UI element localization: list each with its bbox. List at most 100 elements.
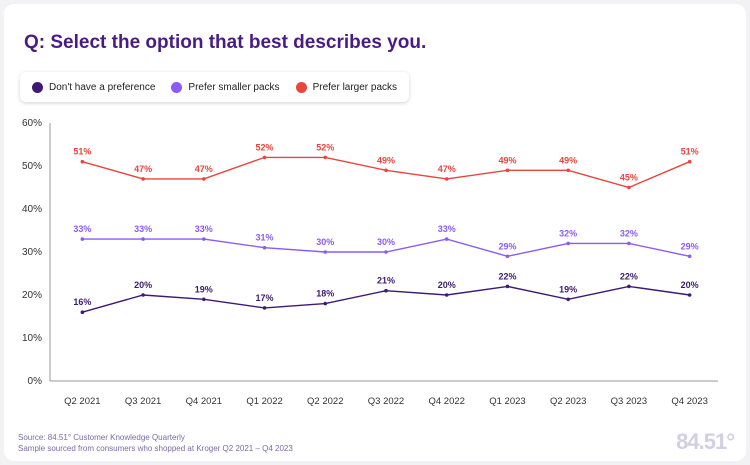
data-label-prefer-larger-packs-q4-2021: 47% (195, 164, 213, 174)
data-label-prefer-smaller-packs-q4-2021: 33% (195, 224, 213, 234)
data-point-don-t-have-a-preference-q1-2022 (262, 306, 267, 310)
data-point-prefer-smaller-packs-q3-2023 (627, 241, 631, 246)
data-label-prefer-smaller-packs-q4-2022: 33% (438, 224, 456, 234)
legend: Don't have a preference Prefer smaller p… (20, 72, 410, 102)
x-tick-label-q4-2022: Q4 2022 (429, 396, 465, 407)
legend-label-no-preference: Don't have a preference (49, 81, 156, 93)
data-point-prefer-larger-packs-q3-2021 (141, 177, 145, 181)
y-tick-label-0: 0% (28, 376, 43, 387)
data-point-prefer-larger-packs-q3-2023 (627, 185, 631, 190)
legend-label-smaller-packs: Prefer smaller packs (188, 81, 280, 93)
data-label-don-t-have-a-preference-q2-2021: 16% (73, 297, 91, 307)
data-label-prefer-smaller-packs-q3-2021: 33% (134, 224, 152, 234)
data-label-prefer-larger-packs-q2-2022: 52% (316, 142, 334, 152)
data-point-don-t-have-a-preference-q4-2023 (687, 293, 692, 297)
legend-item-no-preference: Don't have a preference (32, 81, 156, 93)
legend-swatch-larger-packs (295, 81, 307, 93)
data-label-prefer-larger-packs-q2-2021: 51% (73, 147, 91, 157)
data-label-prefer-larger-packs-q4-2022: 47% (438, 164, 456, 174)
y-tick-label-40: 40% (22, 204, 42, 215)
data-point-prefer-smaller-packs-q4-2023 (687, 254, 692, 259)
data-label-prefer-smaller-packs-q2-2022: 30% (316, 237, 334, 247)
data-point-prefer-smaller-packs-q4-2021 (202, 237, 206, 241)
data-point-prefer-smaller-packs-q2-2021 (80, 237, 85, 241)
data-point-prefer-smaller-packs-q2-2023 (566, 241, 570, 246)
data-point-prefer-larger-packs-q1-2022 (262, 155, 267, 160)
data-point-prefer-smaller-packs-q3-2022 (384, 250, 388, 254)
sample-note: Sample sourced from consumers who shoppe… (18, 444, 293, 453)
data-point-prefer-larger-packs-q1-2023 (505, 168, 510, 173)
data-label-prefer-larger-packs-q1-2022: 52% (256, 142, 274, 152)
data-label-don-t-have-a-preference-q3-2023: 22% (620, 271, 638, 281)
x-tick-label-q1-2022: Q1 2022 (246, 396, 282, 407)
footnote: Source: 84.51° Customer Knowledge Quarte… (18, 432, 293, 454)
x-tick-label-q2-2022: Q2 2022 (307, 396, 343, 407)
data-point-prefer-larger-packs-q2-2023 (566, 168, 570, 173)
data-point-don-t-have-a-preference-q3-2023 (627, 284, 631, 289)
legend-item-smaller-packs: Prefer smaller packs (171, 81, 280, 93)
data-label-prefer-larger-packs-q4-2023: 51% (681, 147, 699, 157)
data-point-don-t-have-a-preference-q2-2023 (566, 297, 570, 302)
legend-item-larger-packs: Prefer larger packs (295, 81, 398, 93)
data-label-prefer-larger-packs-q3-2023: 45% (620, 173, 638, 183)
data-point-don-t-have-a-preference-q4-2021 (202, 297, 206, 302)
legend-label-larger-packs: Prefer larger packs (312, 81, 398, 93)
x-tick-label-q4-2021: Q4 2021 (186, 396, 222, 407)
data-point-don-t-have-a-preference-q3-2022 (384, 288, 388, 293)
y-tick-label-10: 10% (22, 333, 42, 344)
data-label-prefer-smaller-packs-q2-2023: 32% (559, 228, 577, 238)
data-label-don-t-have-a-preference-q1-2022: 17% (256, 293, 274, 303)
chart-title: Q: Select the option that best describes… (24, 32, 427, 53)
x-tick-label-q3-2022: Q3 2022 (368, 396, 404, 407)
data-point-don-t-have-a-preference-q2-2022 (323, 301, 328, 306)
data-point-prefer-smaller-packs-q3-2021 (141, 237, 145, 241)
data-point-don-t-have-a-preference-q3-2021 (141, 293, 145, 297)
data-label-prefer-smaller-packs-q3-2022: 30% (377, 237, 395, 247)
data-point-don-t-have-a-preference-q4-2022 (444, 293, 449, 297)
x-tick-label-q3-2021: Q3 2021 (125, 396, 161, 407)
data-point-prefer-smaller-packs-q1-2022 (262, 245, 267, 250)
data-label-don-t-have-a-preference-q3-2021: 20% (134, 280, 152, 290)
data-label-prefer-larger-packs-q3-2022: 49% (377, 155, 395, 165)
data-label-don-t-have-a-preference-q4-2023: 20% (681, 280, 699, 290)
data-label-don-t-have-a-preference-q4-2021: 19% (195, 284, 213, 294)
data-label-don-t-have-a-preference-q2-2023: 19% (559, 284, 577, 294)
x-tick-label-q2-2023: Q2 2023 (550, 396, 586, 407)
data-point-prefer-smaller-packs-q4-2022 (444, 237, 449, 241)
data-point-don-t-have-a-preference-q2-2021 (80, 310, 85, 315)
data-point-prefer-larger-packs-q2-2021 (80, 159, 85, 164)
data-point-prefer-larger-packs-q2-2022 (323, 155, 328, 160)
y-tick-label-20: 20% (22, 290, 42, 301)
x-tick-label-q4-2023: Q4 2023 (671, 396, 707, 407)
data-point-prefer-smaller-packs-q2-2022 (323, 250, 328, 254)
y-tick-label-30: 30% (22, 247, 42, 258)
data-label-prefer-larger-packs-q2-2023: 49% (559, 155, 577, 165)
data-label-don-t-have-a-preference-q4-2022: 20% (438, 280, 456, 290)
data-point-prefer-larger-packs-q3-2022 (384, 168, 388, 173)
data-label-don-t-have-a-preference-q3-2022: 21% (377, 276, 395, 286)
data-point-prefer-larger-packs-q4-2021 (202, 177, 206, 181)
data-point-prefer-smaller-packs-q1-2023 (505, 254, 510, 259)
source-note: Source: 84.51° Customer Knowledge Quarte… (18, 433, 185, 442)
data-point-prefer-larger-packs-q4-2023 (687, 159, 692, 164)
x-tick-label-q3-2023: Q3 2023 (611, 396, 647, 407)
x-tick-label-q2-2021: Q2 2021 (64, 396, 100, 407)
data-label-don-t-have-a-preference-q1-2023: 22% (498, 271, 516, 281)
data-label-prefer-smaller-packs-q2-2021: 33% (73, 224, 91, 234)
data-label-prefer-larger-packs-q1-2023: 49% (498, 155, 516, 165)
legend-swatch-no-preference (32, 81, 43, 93)
data-label-prefer-smaller-packs-q1-2022: 31% (256, 233, 274, 243)
data-point-don-t-have-a-preference-q1-2023 (505, 284, 510, 289)
data-label-don-t-have-a-preference-q2-2022: 18% (316, 289, 334, 299)
brand-logo: 84.51° (676, 429, 735, 454)
x-tick-label-q1-2023: Q1 2023 (489, 396, 525, 407)
data-label-prefer-larger-packs-q3-2021: 47% (134, 164, 152, 174)
data-label-prefer-smaller-packs-q1-2023: 29% (498, 241, 516, 251)
data-label-prefer-smaller-packs-q3-2023: 32% (620, 228, 638, 238)
data-point-prefer-larger-packs-q4-2022 (444, 177, 449, 181)
y-tick-label-60: 60% (22, 118, 42, 129)
legend-swatch-smaller-packs (171, 81, 183, 93)
y-tick-label-50: 50% (22, 161, 42, 172)
data-label-prefer-smaller-packs-q4-2023: 29% (681, 241, 699, 251)
